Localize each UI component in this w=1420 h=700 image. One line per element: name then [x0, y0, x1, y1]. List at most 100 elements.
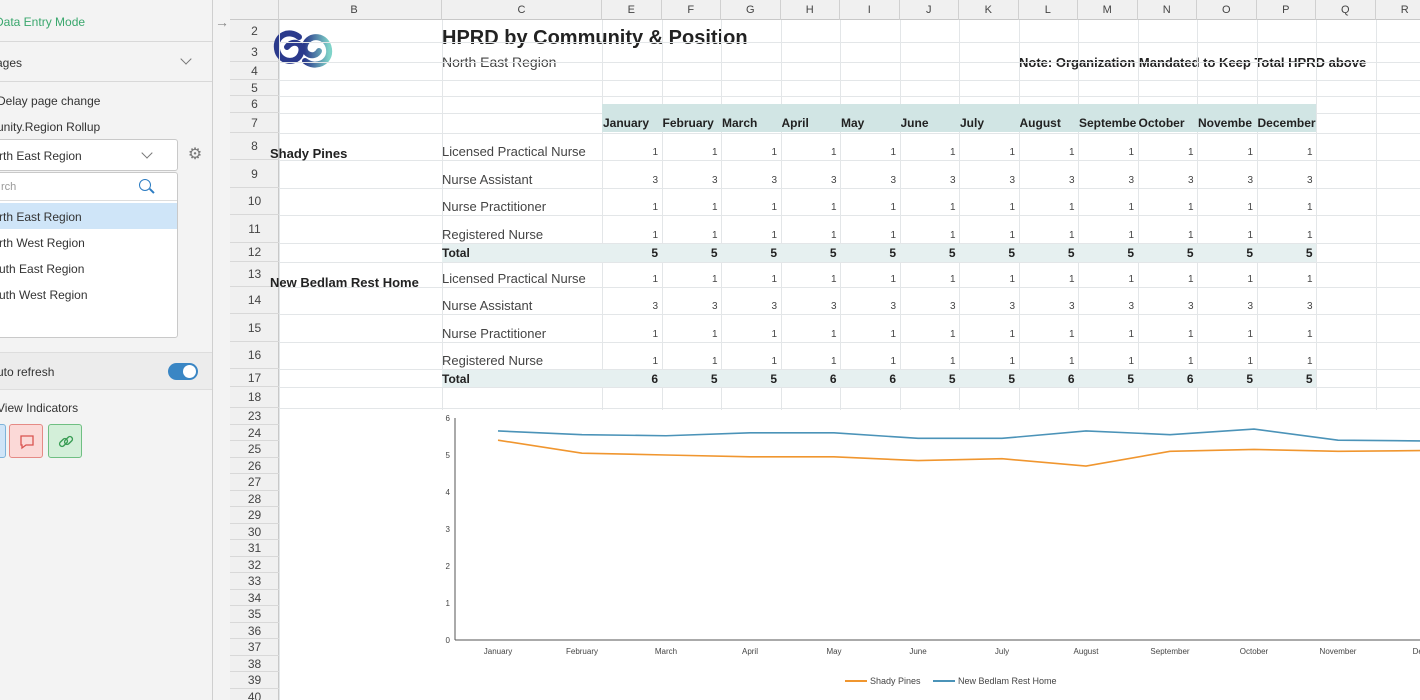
- hprd-value[interactable]: 1: [1306, 230, 1313, 241]
- hprd-value[interactable]: 3: [1009, 301, 1015, 312]
- hprd-value[interactable]: 3: [949, 301, 956, 312]
- hprd-value[interactable]: 1: [1068, 356, 1075, 367]
- hprd-value[interactable]: 1: [1128, 230, 1134, 241]
- hprd-value[interactable]: 1: [890, 230, 896, 241]
- hprd-value[interactable]: 3: [711, 301, 718, 312]
- hprd-value[interactable]: 1: [1009, 274, 1015, 285]
- hprd-value[interactable]: 1: [1128, 202, 1134, 213]
- column-header-k[interactable]: K: [959, 0, 1019, 20]
- region-option[interactable]: uth West Region: [0, 281, 177, 307]
- hprd-value[interactable]: 1: [949, 202, 956, 213]
- hprd-value[interactable]: 3: [890, 301, 896, 312]
- column-header-n[interactable]: N: [1138, 0, 1197, 20]
- hprd-value[interactable]: 3: [771, 301, 777, 312]
- hprd-value[interactable]: 1: [1306, 202, 1313, 213]
- row-header-23[interactable]: 23: [230, 408, 279, 425]
- hprd-value[interactable]: 1: [1068, 274, 1075, 285]
- hprd-value[interactable]: 1: [1128, 147, 1134, 158]
- hprd-value[interactable]: 1: [1068, 329, 1075, 340]
- hprd-value[interactable]: 1: [652, 274, 658, 285]
- row-header-28[interactable]: 28: [230, 491, 279, 507]
- column-header-e[interactable]: E: [602, 0, 662, 20]
- row-header-5[interactable]: 5: [230, 80, 279, 96]
- row-header-29[interactable]: 29: [230, 507, 279, 524]
- hprd-value[interactable]: 1: [1247, 329, 1253, 340]
- gear-icon[interactable]: ⚙: [187, 146, 203, 163]
- column-header-i[interactable]: I: [840, 0, 900, 20]
- column-header-b[interactable]: B: [267, 0, 442, 20]
- hprd-value[interactable]: 1: [1247, 147, 1253, 158]
- hprd-value[interactable]: 1: [1306, 329, 1313, 340]
- hprd-value[interactable]: 1: [830, 329, 837, 340]
- hprd-value[interactable]: 1: [1009, 329, 1015, 340]
- collapse-arrow-icon[interactable]: →: [215, 14, 229, 30]
- link-icon[interactable]: [48, 424, 82, 458]
- row-header-4[interactable]: 4: [230, 62, 279, 80]
- hprd-value[interactable]: 3: [830, 175, 837, 186]
- row-header-24[interactable]: 24: [230, 425, 279, 441]
- row-header-26[interactable]: 26: [230, 458, 279, 474]
- hprd-value[interactable]: 1: [830, 147, 837, 158]
- hprd-value[interactable]: 1: [1306, 147, 1313, 158]
- hprd-value[interactable]: 3: [1187, 175, 1194, 186]
- hprd-value[interactable]: 1: [949, 356, 956, 367]
- hprd-value[interactable]: 1: [1306, 274, 1313, 285]
- column-header-f[interactable]: F: [662, 0, 721, 20]
- hprd-value[interactable]: 1: [1247, 274, 1253, 285]
- column-header-h[interactable]: H: [781, 0, 840, 20]
- hprd-value[interactable]: 1: [771, 356, 777, 367]
- hprd-value[interactable]: 1: [711, 329, 718, 340]
- auto-refresh-toggle[interactable]: [168, 363, 198, 380]
- column-header-g[interactable]: G: [721, 0, 781, 20]
- hprd-value[interactable]: 1: [1128, 274, 1134, 285]
- row-header-33[interactable]: 33: [230, 573, 279, 590]
- row-header-40[interactable]: 40: [230, 689, 279, 700]
- column-header-m[interactable]: M: [1078, 0, 1138, 20]
- hprd-value[interactable]: 3: [1306, 301, 1313, 312]
- hprd-value[interactable]: 1: [652, 230, 658, 241]
- row-header-35[interactable]: 35: [230, 606, 279, 623]
- hprd-value[interactable]: 1: [711, 202, 718, 213]
- column-header-o[interactable]: O: [1197, 0, 1257, 20]
- hprd-value[interactable]: 1: [949, 147, 956, 158]
- row-header-37[interactable]: 37: [230, 639, 279, 656]
- hprd-value[interactable]: 3: [1306, 175, 1313, 186]
- column-header-q[interactable]: Q: [1316, 0, 1376, 20]
- column-header-j[interactable]: J: [900, 0, 959, 20]
- hprd-value[interactable]: 1: [771, 202, 777, 213]
- hprd-value[interactable]: 1: [771, 147, 777, 158]
- hprd-value[interactable]: 1: [652, 329, 658, 340]
- row-header-7[interactable]: 7: [230, 113, 279, 133]
- hprd-value[interactable]: 1: [890, 202, 896, 213]
- region-option[interactable]: rth East Region: [0, 203, 177, 229]
- hprd-value[interactable]: 1: [1247, 202, 1253, 213]
- hprd-value[interactable]: 1: [1247, 230, 1253, 241]
- hprd-value[interactable]: 1: [830, 230, 837, 241]
- hprd-value[interactable]: 1: [1187, 329, 1194, 340]
- hprd-value[interactable]: 1: [652, 356, 658, 367]
- hprd-value[interactable]: 1: [1068, 202, 1075, 213]
- hprd-value[interactable]: 1: [1247, 356, 1253, 367]
- hprd-value[interactable]: 1: [1009, 356, 1015, 367]
- region-option[interactable]: rth West Region: [0, 229, 177, 255]
- hprd-value[interactable]: 3: [830, 301, 837, 312]
- hprd-value[interactable]: 1: [949, 274, 956, 285]
- hprd-value[interactable]: 1: [652, 147, 658, 158]
- hprd-value[interactable]: 1: [1187, 356, 1194, 367]
- hprd-value[interactable]: 3: [652, 301, 658, 312]
- hprd-value[interactable]: 3: [711, 175, 718, 186]
- pages-section[interactable]: ages: [0, 42, 212, 82]
- hprd-value[interactable]: 1: [771, 230, 777, 241]
- delay-page-change-label[interactable]: Delay page change: [0, 94, 101, 108]
- hprd-value[interactable]: 1: [1187, 230, 1194, 241]
- hprd-value[interactable]: 1: [1128, 329, 1134, 340]
- hprd-value[interactable]: 1: [1009, 147, 1015, 158]
- hprd-value[interactable]: 1: [830, 356, 837, 367]
- column-header-c[interactable]: C: [442, 0, 602, 20]
- column-header-l[interactable]: L: [1019, 0, 1078, 20]
- hprd-value[interactable]: 1: [771, 274, 777, 285]
- row-header-13[interactable]: 13: [230, 262, 279, 287]
- hprd-value[interactable]: 1: [1068, 147, 1075, 158]
- row-header-6[interactable]: 6: [230, 96, 279, 113]
- row-header-14[interactable]: 14: [230, 287, 279, 314]
